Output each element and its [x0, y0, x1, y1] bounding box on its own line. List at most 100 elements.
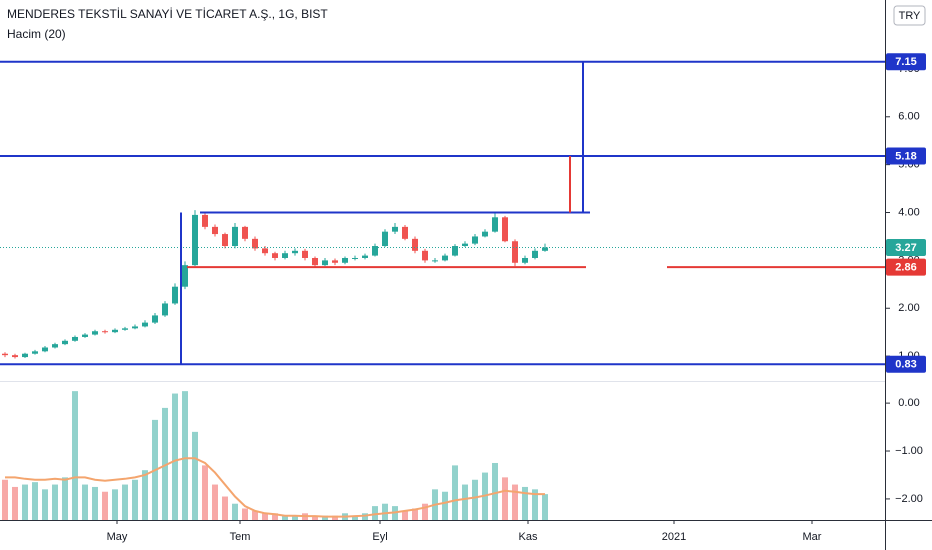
- volume-bar: [332, 515, 338, 520]
- candle-body: [342, 257, 348, 263]
- candle-body: [122, 328, 128, 330]
- price-tag-label: 0.83: [895, 359, 916, 371]
- y-tick-label: −1.00: [895, 445, 923, 457]
- volume-bar: [402, 510, 408, 520]
- volume-bar: [22, 484, 28, 520]
- candle-body: [372, 246, 378, 256]
- currency-label[interactable]: TRY: [899, 10, 921, 22]
- volume-bar: [132, 479, 138, 520]
- price-tag-label: 3.27: [895, 242, 916, 254]
- volume-bar: [352, 515, 358, 520]
- candle-body: [212, 226, 218, 235]
- volume-bar: [172, 393, 178, 520]
- candle-body: [42, 347, 48, 352]
- candle-body: [452, 246, 458, 256]
- candle-body: [112, 329, 118, 333]
- volume-bar: [492, 462, 498, 520]
- candle-body: [522, 257, 528, 263]
- candle-body: [532, 250, 538, 258]
- price-tag: [886, 238, 926, 256]
- candle-body: [282, 253, 288, 258]
- candle-body: [22, 353, 28, 358]
- candle-body: [172, 286, 178, 304]
- y-tick-label: −2.00: [895, 493, 923, 505]
- volume-bar: [12, 486, 18, 520]
- volume-bar: [92, 486, 98, 520]
- volume-bar: [442, 491, 448, 520]
- volume-bar: [292, 515, 298, 520]
- volume-bar: [52, 484, 58, 520]
- volume-bar: [382, 503, 388, 520]
- candle-body: [432, 260, 438, 262]
- volume-bar: [372, 506, 378, 520]
- candle-body: [252, 238, 258, 249]
- candle-body: [32, 351, 38, 354]
- volume-bar: [412, 508, 418, 520]
- candle-body: [202, 214, 208, 227]
- candle-body: [132, 326, 138, 329]
- price-tag-label: 7.15: [895, 56, 916, 68]
- x-tick-label: Eyl: [372, 531, 387, 543]
- volume-bar: [452, 465, 458, 520]
- candle-body: [162, 303, 168, 316]
- x-tick-label: Tem: [230, 531, 251, 543]
- candle-body: [492, 217, 498, 232]
- candle-body: [422, 250, 428, 261]
- candle-body: [482, 231, 488, 237]
- candle-body: [272, 253, 278, 258]
- volume-bar: [232, 503, 238, 520]
- currency-button[interactable]: [893, 5, 926, 26]
- volume-bar: [122, 484, 128, 520]
- x-tick-label: Mar: [803, 531, 822, 543]
- candle-body: [222, 234, 228, 247]
- volume-bar: [112, 489, 118, 520]
- volume-bar: [102, 491, 108, 520]
- volume-ma-line: [5, 457, 545, 518]
- volume-bar: [82, 484, 88, 520]
- candle-body: [472, 236, 478, 244]
- volume-bar: [142, 470, 148, 520]
- candle-body: [312, 257, 318, 266]
- volume-bar: [502, 477, 508, 520]
- price-tag: [886, 53, 926, 71]
- candle-body: [192, 214, 198, 266]
- volume-bar: [202, 465, 208, 520]
- volume-bar: [322, 515, 328, 520]
- candle-body: [352, 257, 358, 259]
- price-tag-label: 5.18: [895, 150, 916, 162]
- y-tick-label: 4.00: [898, 206, 919, 218]
- candle-body: [72, 336, 78, 341]
- volume-bar: [42, 489, 48, 520]
- volume-bar: [182, 391, 188, 520]
- candle-body: [232, 226, 238, 247]
- candle-body: [362, 255, 368, 258]
- volume-bar: [242, 508, 248, 520]
- price-tag: [886, 355, 926, 373]
- volume-bar: [422, 503, 428, 520]
- volume-bar: [252, 510, 258, 520]
- candle-body: [152, 315, 158, 323]
- candle-body: [242, 226, 248, 239]
- price-tag-label: 2.86: [895, 261, 916, 273]
- candle-body: [52, 344, 58, 348]
- candle-body: [402, 226, 408, 239]
- volume-bar: [192, 431, 198, 520]
- volume-bar: [212, 484, 218, 520]
- x-tick-label: May: [107, 531, 128, 543]
- volume-bar: [522, 486, 528, 520]
- volume-bar: [282, 515, 288, 520]
- candle-body: [142, 322, 148, 327]
- volume-title: Hacim (20): [7, 27, 66, 41]
- volume-bar: [512, 484, 518, 520]
- volume-bar: [472, 479, 478, 520]
- volume-bar: [542, 494, 548, 520]
- candle-body: [412, 238, 418, 251]
- candle-body: [322, 260, 328, 266]
- volume-bar: [532, 489, 538, 520]
- volume-bar: [312, 515, 318, 520]
- price-tag: [886, 258, 926, 276]
- candle-body: [502, 217, 508, 242]
- candle-body: [292, 250, 298, 254]
- candle-body: [542, 247, 548, 251]
